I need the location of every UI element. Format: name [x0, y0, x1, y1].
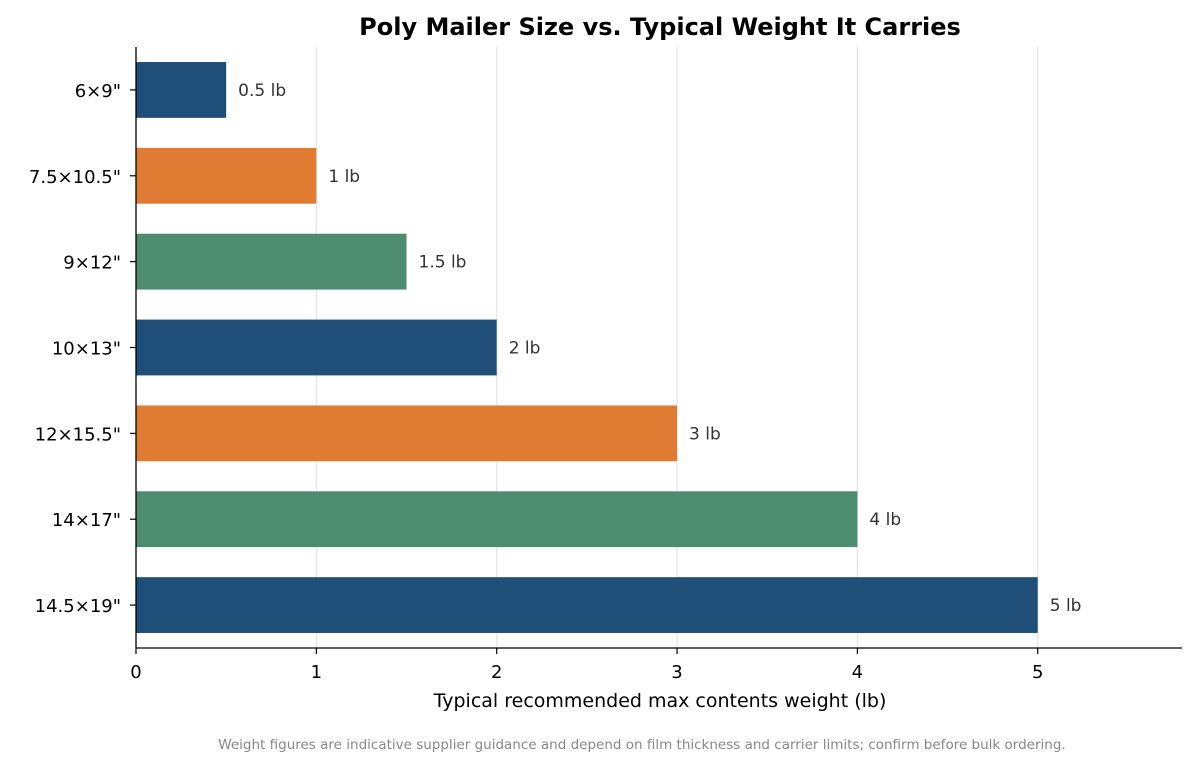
x-tick-label: 0 — [130, 662, 141, 683]
y-tick-label: 10×13" — [52, 339, 121, 360]
x-tick-label: 5 — [1032, 662, 1043, 683]
y-tick-label: 7.5×10.5" — [29, 167, 121, 188]
y-tick-label: 12×15.5" — [35, 424, 121, 445]
data-labels: 0.5 lb 1 lb 1.5 lb 2 lb 3 lb 4 lb 5 lb — [238, 81, 1081, 616]
data-label: 1.5 lb — [419, 253, 467, 273]
data-label: 5 lb — [1050, 596, 1082, 616]
bars — [136, 62, 1038, 633]
x-tick-label: 3 — [671, 662, 682, 683]
bar — [136, 147, 317, 204]
footnote: Weight figures are indicative supplier g… — [218, 737, 1065, 753]
data-label: 2 lb — [509, 339, 541, 359]
x-tick-label: 1 — [311, 662, 322, 683]
x-tick-label: 2 — [491, 662, 502, 683]
data-label: 0.5 lb — [238, 81, 286, 101]
bar — [136, 491, 858, 548]
data-label: 3 lb — [689, 424, 721, 444]
x-tick-label: 4 — [852, 662, 863, 683]
x-tick-labels: 0 1 2 3 4 5 — [130, 648, 1043, 683]
data-label: 4 lb — [869, 510, 901, 530]
bar — [136, 405, 678, 462]
bar — [136, 577, 1038, 633]
bar — [136, 233, 407, 290]
bar — [136, 319, 497, 376]
y-tick-label: 6×9" — [75, 81, 121, 102]
chart-title: Poly Mailer Size vs. Typical Weight It C… — [359, 13, 961, 41]
bar — [136, 62, 227, 118]
y-tick-label: 14×17" — [52, 510, 121, 531]
y-tick-label: 14.5×19" — [35, 596, 121, 617]
y-tick-labels: 6×9" 7.5×10.5" 9×12" 10×13" 12×15.5" 14×17" 14… — [29, 81, 136, 617]
y-tick-label: 9×12" — [63, 253, 121, 274]
x-axis-label: Typical recommended max contents weight … — [433, 690, 887, 712]
gridlines — [315, 47, 1039, 648]
data-label: 1 lb — [328, 167, 360, 187]
